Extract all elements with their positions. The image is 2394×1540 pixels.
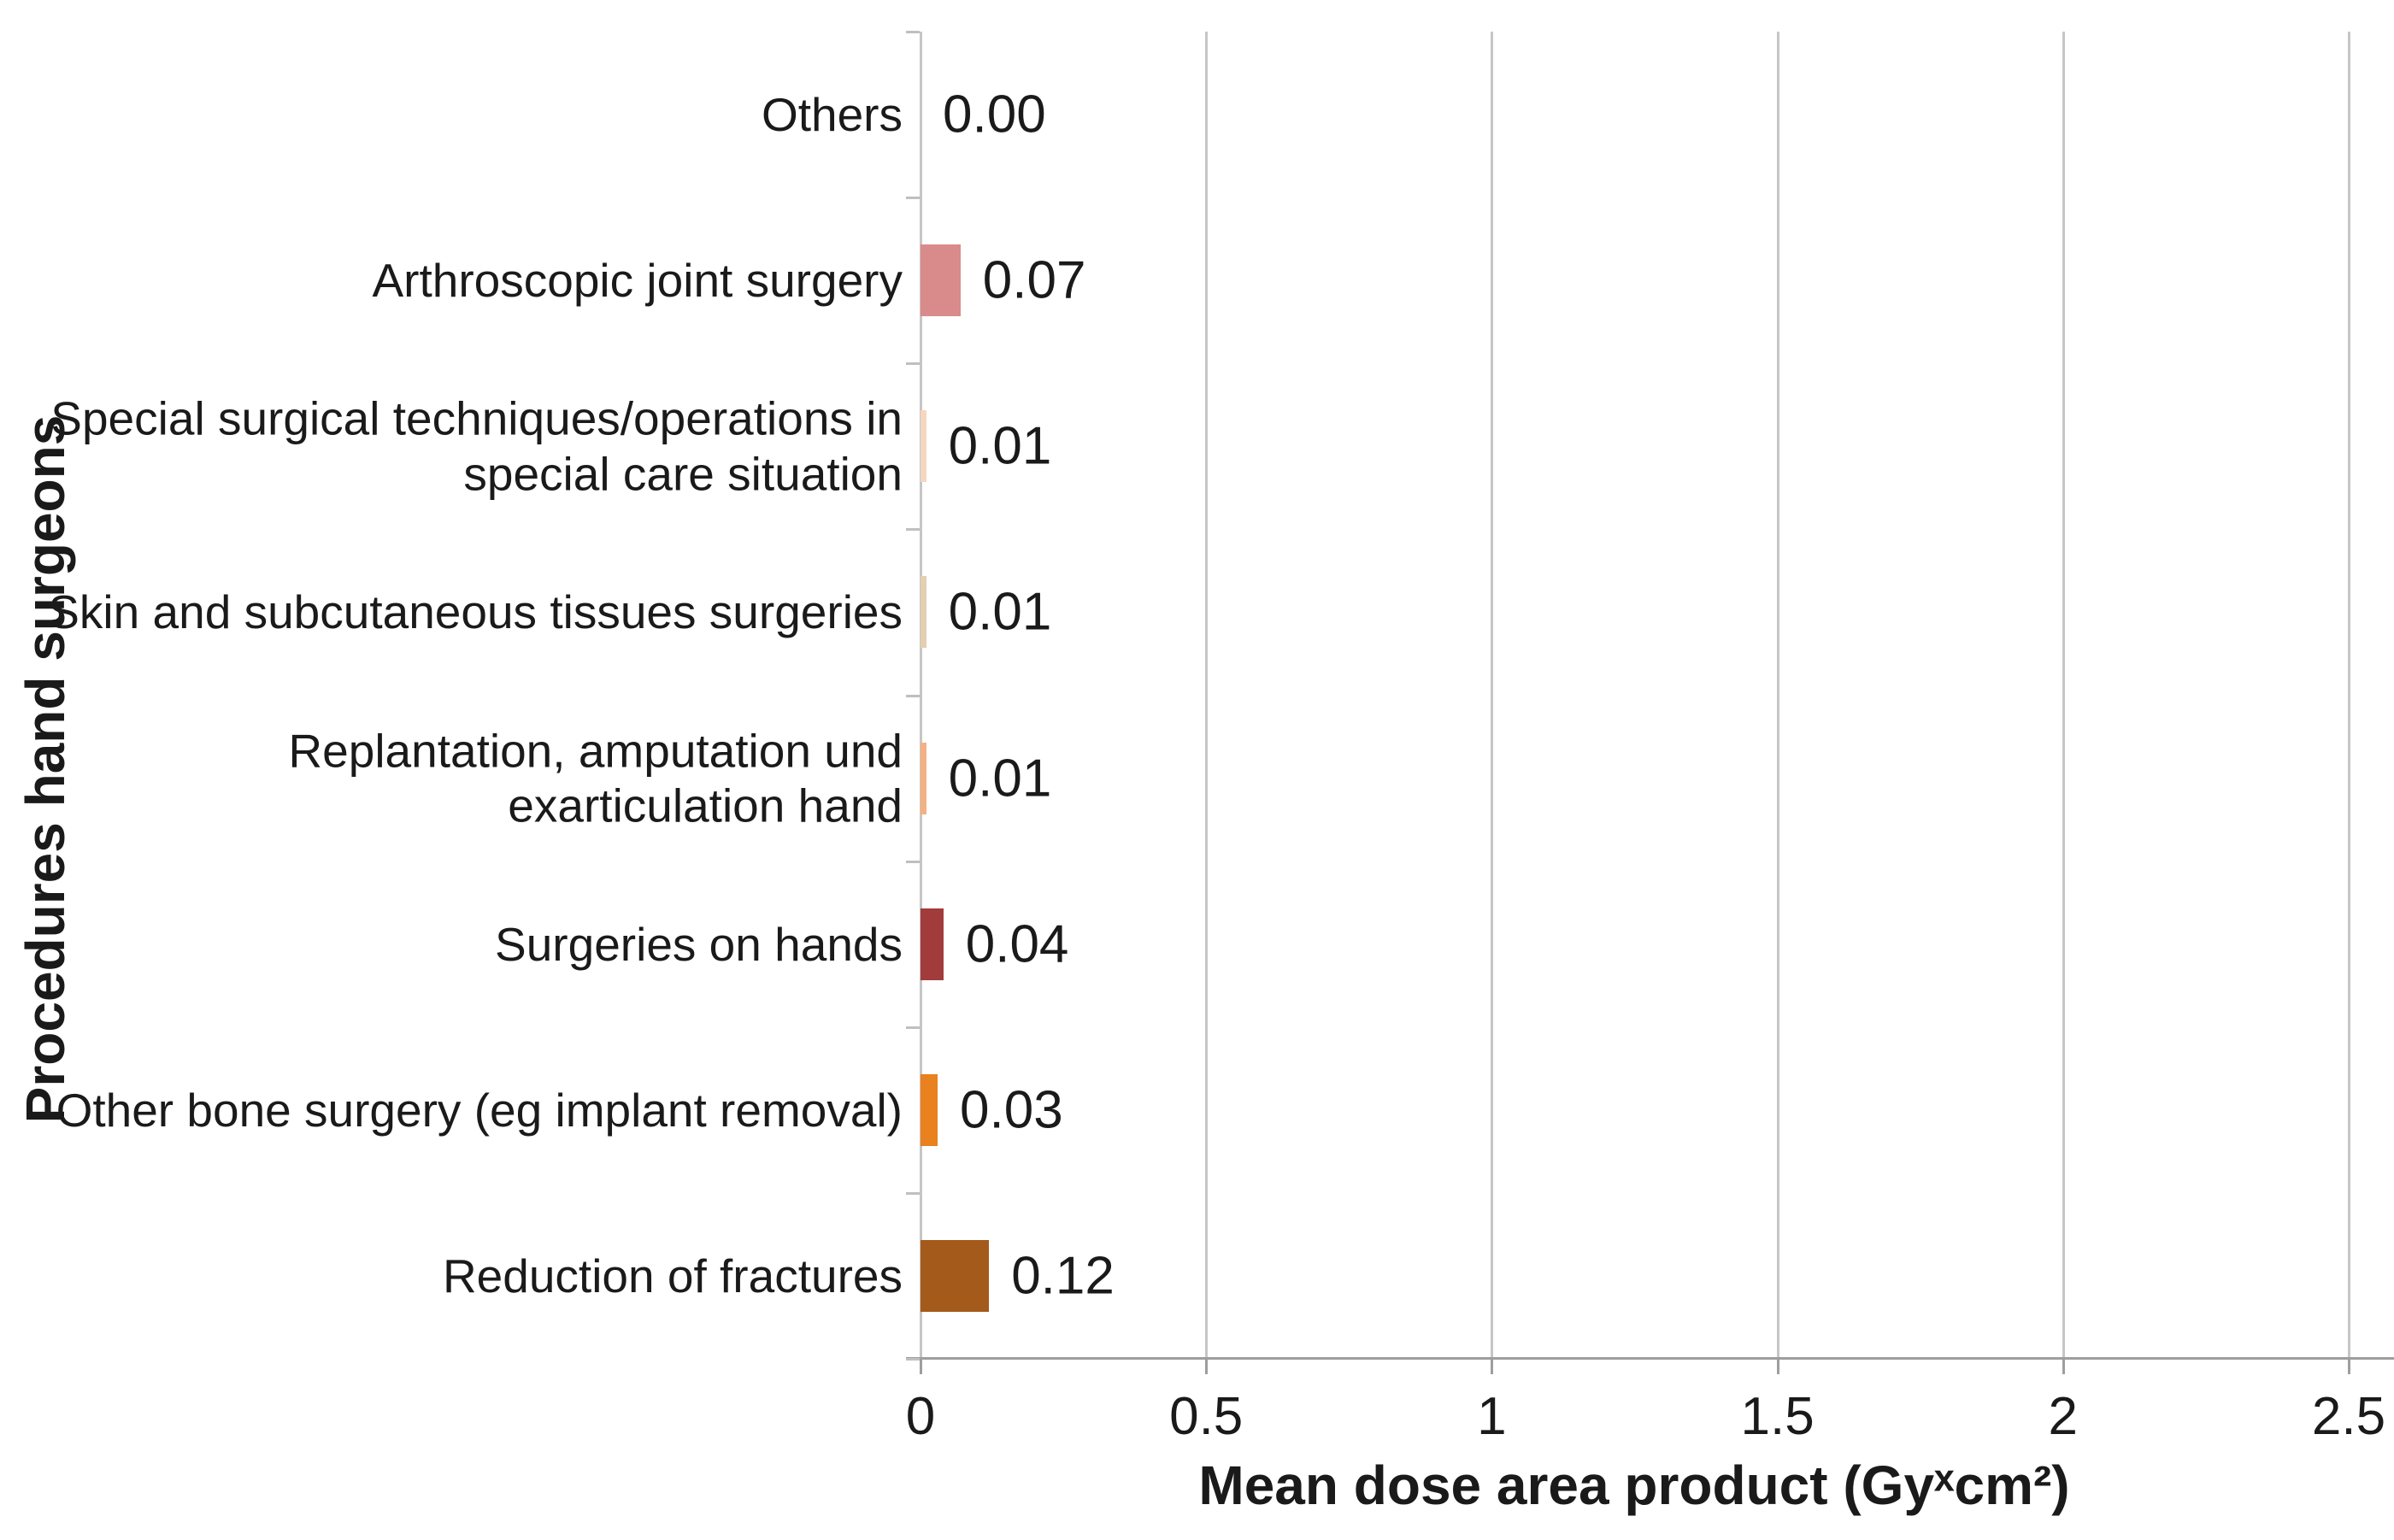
x-axis-tick xyxy=(2062,1359,2065,1374)
bar xyxy=(921,576,926,649)
value-label: 0.07 xyxy=(982,250,1086,310)
y-axis-tick xyxy=(906,694,920,697)
category-label: Others xyxy=(761,87,903,141)
value-label: 0.01 xyxy=(948,749,1052,808)
x-tick-label: 2 xyxy=(2048,1387,2079,1446)
y-axis-tick xyxy=(906,1026,920,1029)
value-label: 0.12 xyxy=(1011,1246,1115,1306)
x-tick-label: 1.5 xyxy=(1740,1387,1815,1446)
y-axis-tick xyxy=(906,1191,920,1195)
value-label: 0.01 xyxy=(948,582,1052,642)
category-row: Other bone surgery (eg implant removal) 0… xyxy=(0,1027,2394,1193)
x-tick-label: 0 xyxy=(905,1387,936,1446)
gridline xyxy=(2348,32,2350,1359)
category-label: Skin and subcutaneous tissues surgeries xyxy=(48,585,903,639)
y-axis-tick xyxy=(906,362,920,366)
value-label: 0.03 xyxy=(960,1080,1063,1140)
bar xyxy=(921,410,926,483)
category-label: Replantation, amputation und exarticulat… xyxy=(288,724,903,832)
value-label: 0.04 xyxy=(965,914,1069,974)
x-tick-label: 0.5 xyxy=(1169,1387,1244,1446)
x-axis-tick xyxy=(1776,1359,1779,1374)
y-axis-tick xyxy=(906,860,920,863)
x-axis-title: Mean dose area product (Gyˣcm²) xyxy=(1198,1455,2070,1516)
x-axis-tick xyxy=(2348,1359,2350,1374)
bar xyxy=(921,908,944,980)
category-label: Reduction of fractures xyxy=(442,1249,903,1302)
y-axis-tick xyxy=(906,197,920,200)
category-row: Skin and subcutaneous tissues surgeries 0… xyxy=(0,529,2394,695)
gridline xyxy=(2062,32,2065,1359)
value-label: 0.01 xyxy=(948,416,1052,476)
y-axis-line xyxy=(920,32,922,1359)
value-label: 0.00 xyxy=(943,85,1046,144)
bar xyxy=(921,742,926,814)
gridline xyxy=(1205,32,1209,1359)
x-axis-tick xyxy=(1491,1359,1494,1374)
x-axis-tick xyxy=(920,1359,922,1374)
category-row: Reduction of fractures 0.12 xyxy=(0,1193,2394,1359)
category-label: Surgeries on hands xyxy=(495,917,903,971)
y-axis-tick xyxy=(906,1358,920,1361)
category-row: Special surgical techniques/operations i… xyxy=(0,363,2394,529)
bar xyxy=(921,1239,990,1312)
x-axis-line xyxy=(906,1357,2394,1360)
category-row: Replantation, amputation und exarticulat… xyxy=(0,696,2394,861)
bar xyxy=(921,1073,938,1146)
category-label: Arthroscopic joint surgery xyxy=(372,254,903,308)
gridline xyxy=(1776,32,1779,1359)
category-row: Arthroscopic joint surgery 0.07 xyxy=(0,197,2394,363)
category-label: Other bone surgery (eg implant removal) xyxy=(56,1083,903,1137)
bar xyxy=(921,244,961,317)
x-tick-label: 2.5 xyxy=(2311,1387,2386,1446)
x-axis-tick xyxy=(1205,1359,1209,1374)
x-tick-label: 1 xyxy=(1477,1387,1507,1446)
y-axis-tick xyxy=(906,528,920,532)
category-row: Surgeries on hands 0.04 xyxy=(0,861,2394,1027)
gridline xyxy=(1491,32,1494,1359)
category-label: Special surgical techniques/operations i… xyxy=(50,391,903,501)
category-row: Others 0.00 xyxy=(0,32,2394,197)
y-axis-tick xyxy=(906,31,920,33)
